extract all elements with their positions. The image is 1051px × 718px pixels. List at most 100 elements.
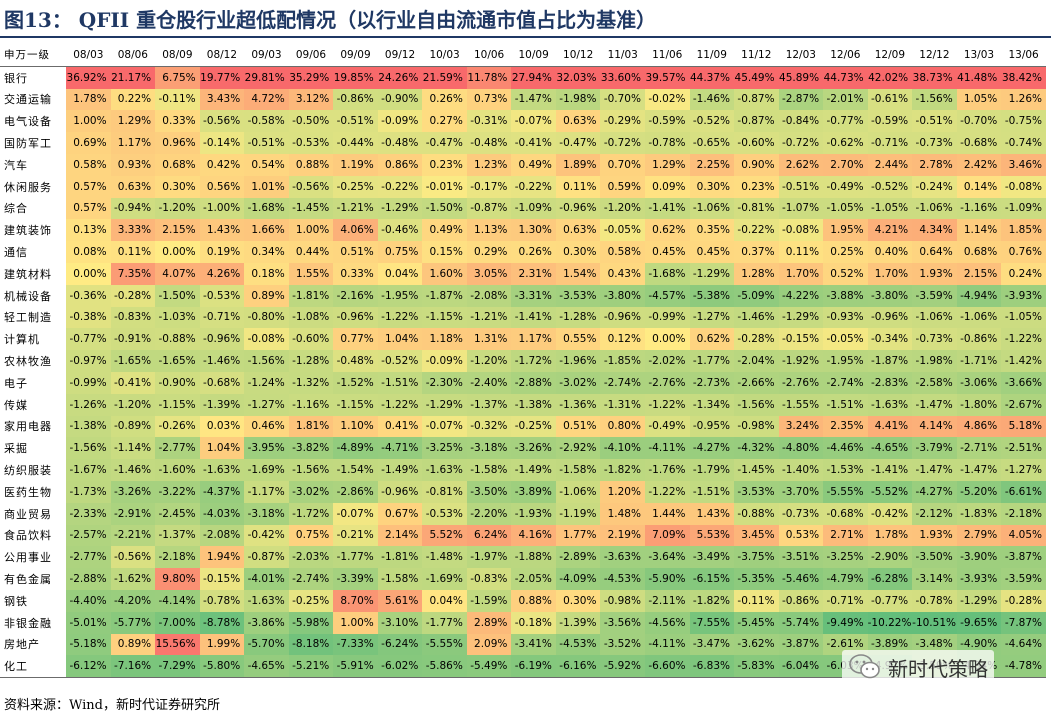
value-cell: -1.22%: [377, 306, 423, 329]
value-cell: 1.70%: [867, 262, 913, 285]
table-row: 食品饮料 -2.57% -2.21% -1.37% -2.08% -0.42% 0.75% -…: [0, 524, 1046, 547]
value-cell: -1.63%: [422, 459, 467, 481]
value-cell: -1.05%: [1001, 306, 1046, 329]
value-cell: -0.41%: [110, 371, 156, 394]
value-cell: 0.04%: [377, 262, 423, 285]
value-cell: -2.04%: [734, 350, 779, 372]
value-cell: -5.91%: [333, 655, 378, 679]
table-row: 钢铁 -4.40% -4.20% -4.14% -0.78% -1.63% -0.25% 8.…: [0, 589, 1046, 612]
value-cell: -4.89%: [333, 437, 378, 460]
value-cell: 45.49%: [734, 66, 779, 89]
value-cell: 38.73%: [912, 66, 957, 89]
value-cell: -2.05%: [511, 568, 556, 590]
value-cell: -1.45%: [734, 459, 779, 481]
table-row: 采掘 -1.56% -1.14% -2.77% 1.04% -3.95% -3.82% -4.…: [0, 437, 1046, 460]
period-header: 13/06: [1001, 44, 1046, 67]
value-cell: 2.78%: [912, 153, 957, 176]
value-cell: -0.22%: [734, 219, 779, 242]
value-cell: -1.63%: [244, 589, 289, 612]
value-cell: -1.08%: [288, 306, 334, 329]
value-cell: 1.43%: [199, 219, 245, 242]
value-cell: -2.74%: [823, 371, 868, 394]
value-cell: -0.44%: [333, 132, 378, 154]
value-cell: -4.11%: [644, 437, 690, 460]
value-cell: -1.49%: [377, 459, 423, 481]
industry-name: 国防军工: [4, 137, 52, 151]
value-cell: 1.54%: [555, 262, 601, 285]
value-cell: -4.01%: [244, 568, 289, 590]
value-cell: 7.09%: [644, 524, 690, 547]
value-cell: -1.98%: [912, 350, 957, 372]
value-cell: -3.39%: [333, 568, 378, 590]
value-cell: -1.05%: [823, 197, 868, 220]
value-cell: -0.11%: [155, 88, 200, 111]
value-cell: 1.55%: [288, 262, 334, 285]
value-cell: 0.00%: [644, 328, 690, 351]
value-cell: 0.27%: [422, 110, 467, 133]
value-cell: -0.15%: [199, 568, 245, 590]
value-cell: -2.74%: [600, 371, 645, 394]
value-cell: -3.02%: [288, 480, 334, 503]
value-cell: 0.52%: [823, 262, 868, 285]
value-cell: 1.29%: [110, 110, 156, 133]
value-cell: 1.29%: [644, 153, 690, 176]
value-cell: -2.76%: [778, 371, 824, 394]
value-cell: -0.18%: [511, 611, 556, 634]
value-cell: -2.18%: [155, 546, 200, 569]
value-cell: -1.06%: [956, 306, 1002, 329]
value-cell: -1.55%: [778, 393, 824, 416]
value-cell: -2.51%: [1001, 437, 1046, 460]
value-cell: -6.12%: [66, 655, 111, 679]
value-cell: -1.37%: [155, 524, 200, 547]
value-cell: -0.02%: [644, 88, 690, 111]
value-cell: -3.88%: [823, 284, 868, 307]
value-cell: -0.07%: [333, 502, 378, 525]
value-cell: 0.63%: [555, 219, 601, 242]
value-cell: -0.97%: [66, 350, 111, 372]
period-header: 11/12: [734, 44, 779, 67]
value-cell: -0.87%: [734, 110, 779, 133]
industry-name: 交通运输: [4, 93, 52, 107]
value-cell: 45.89%: [778, 66, 824, 89]
value-cell: -2.89%: [555, 546, 601, 569]
value-cell: 2.15%: [956, 262, 1002, 285]
value-cell: 1.99%: [199, 633, 245, 656]
value-cell: -0.68%: [956, 132, 1002, 154]
industry-name: 钢铁: [4, 594, 28, 608]
value-cell: -1.58%: [555, 459, 601, 481]
value-cell: -0.78%: [199, 589, 245, 612]
value-cell: -1.69%: [422, 568, 467, 590]
value-cell: -2.92%: [555, 437, 601, 460]
value-cell: -0.71%: [199, 306, 245, 329]
value-cell: -1.27%: [689, 306, 735, 329]
value-cell: 2.14%: [377, 524, 423, 547]
value-cell: -5.74%: [778, 611, 824, 634]
value-cell: -0.96%: [867, 306, 913, 329]
industry-name: 非银金融: [4, 616, 52, 630]
value-cell: -1.41%: [867, 459, 913, 481]
value-cell: 5.18%: [1001, 415, 1046, 438]
value-cell: 0.88%: [511, 589, 556, 612]
value-cell: -3.59%: [912, 284, 957, 307]
value-cell: 29.81%: [244, 66, 289, 89]
value-cell: -6.83%: [689, 655, 735, 679]
value-cell: -0.87%: [466, 197, 512, 220]
value-cell: -1.51%: [689, 480, 735, 503]
value-cell: -2.61%: [823, 633, 868, 656]
value-cell: -0.74%: [1001, 132, 1046, 154]
value-cell: -1.50%: [155, 284, 200, 307]
value-cell: -0.22%: [377, 175, 423, 198]
value-cell: -1.20%: [600, 197, 645, 220]
value-cell: -3.89%: [511, 480, 556, 503]
value-cell: -8.18%: [288, 633, 334, 656]
value-cell: -5.45%: [734, 611, 779, 634]
value-cell: 0.30%: [555, 589, 601, 612]
value-cell: -1.27%: [244, 393, 289, 416]
value-cell: -3.49%: [689, 546, 735, 569]
table-row: 传媒 -1.26% -1.20% -1.15% -1.39% -1.27% -1.16% -1…: [0, 393, 1046, 416]
value-cell: -6.19%: [511, 655, 556, 679]
value-cell: -0.90%: [377, 88, 423, 111]
value-cell: -0.47%: [422, 132, 467, 154]
industry-name: 银行: [4, 71, 28, 85]
value-cell: -4.27%: [689, 437, 735, 460]
